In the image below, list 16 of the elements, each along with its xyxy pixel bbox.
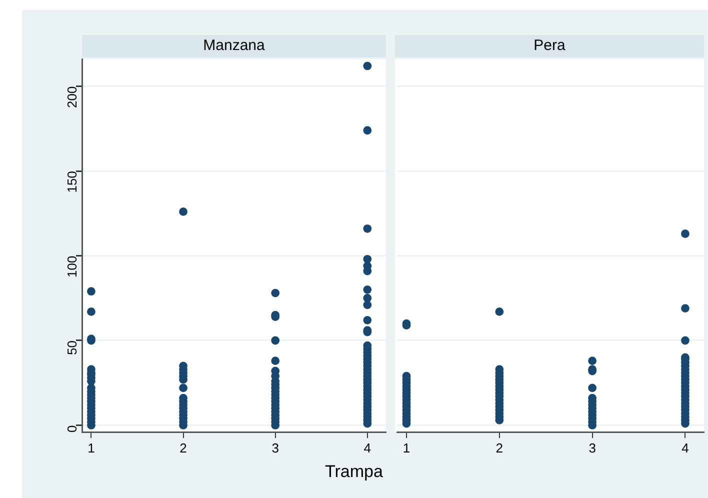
x-tick-label: 3 bbox=[588, 440, 596, 456]
chart-title: Manzana bbox=[82, 35, 386, 57]
x-tick-label: 3 bbox=[272, 440, 279, 456]
x-tick-label: 4 bbox=[364, 440, 372, 456]
x-tick-label: 1 bbox=[88, 440, 95, 456]
x-tick-label: 4 bbox=[682, 440, 689, 456]
x-tick-label: 1 bbox=[402, 440, 410, 456]
y-tick-label: 100 bbox=[64, 256, 80, 278]
x-tick-label: 2 bbox=[180, 440, 187, 456]
y-tick-label: 200 bbox=[64, 86, 80, 108]
y-tick-label: 0 bbox=[64, 425, 80, 432]
y-tick-label: 50 bbox=[64, 340, 80, 355]
x-tick-label: 2 bbox=[496, 440, 504, 456]
chart-title: Pera bbox=[395, 35, 704, 57]
y-tick-label: 150 bbox=[64, 171, 80, 193]
x-axis-title: Trampa bbox=[324, 462, 384, 482]
